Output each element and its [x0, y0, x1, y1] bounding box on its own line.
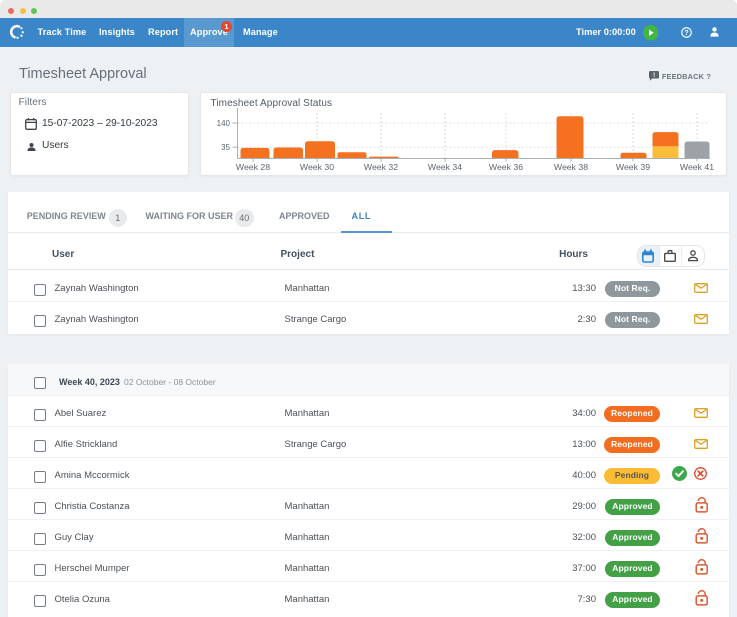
svg-text:Week 28: Week 28 — [236, 162, 270, 172]
svg-text:35: 35 — [221, 143, 230, 152]
svg-text:Week 41: Week 41 — [680, 162, 714, 172]
svg-text:?: ? — [684, 28, 689, 37]
svg-text:Week 34: Week 34 — [428, 162, 462, 172]
svg-text:Week 32: Week 32 — [364, 162, 398, 172]
svg-text:Week 39: Week 39 — [616, 162, 650, 172]
svg-text:!: ! — [653, 72, 655, 79]
svg-text:140: 140 — [217, 119, 231, 128]
svg-text:Week 38: Week 38 — [554, 162, 588, 172]
svg-text:Week 30: Week 30 — [300, 162, 334, 172]
svg-text:Week 36: Week 36 — [489, 162, 523, 172]
